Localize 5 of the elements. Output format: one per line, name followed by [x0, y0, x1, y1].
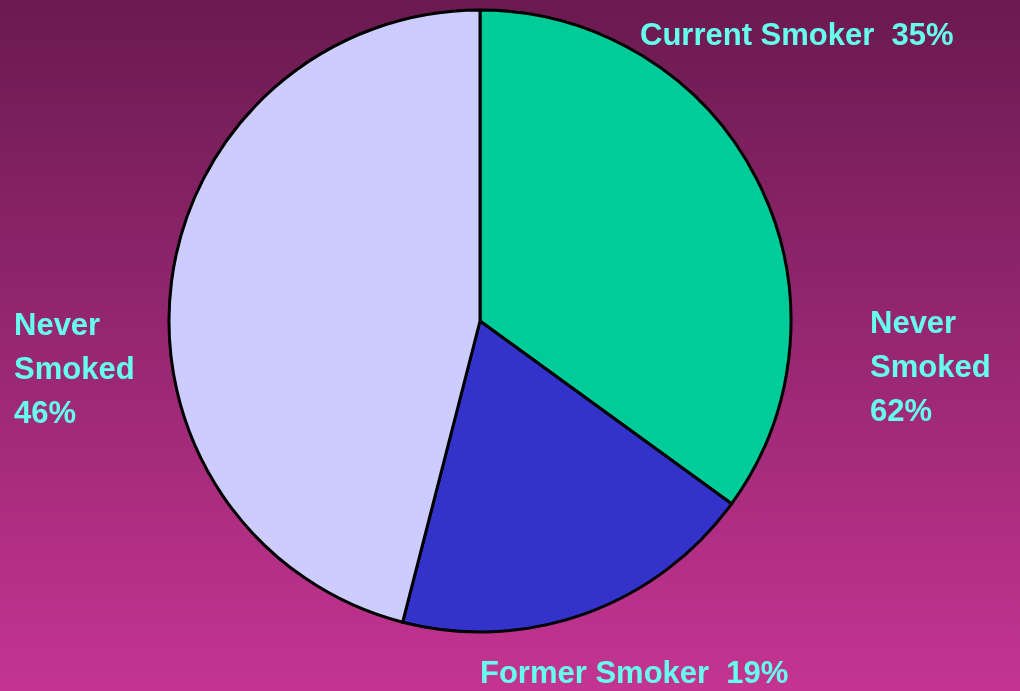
slice-label: Former Smoker 19% — [480, 654, 789, 690]
data-label: 46% — [14, 394, 77, 430]
slice-label: Never Smoked — [14, 306, 152, 386]
slice-label: Current Smoker 35% — [640, 16, 954, 52]
text: Never Smoked 62% — [870, 304, 1000, 428]
